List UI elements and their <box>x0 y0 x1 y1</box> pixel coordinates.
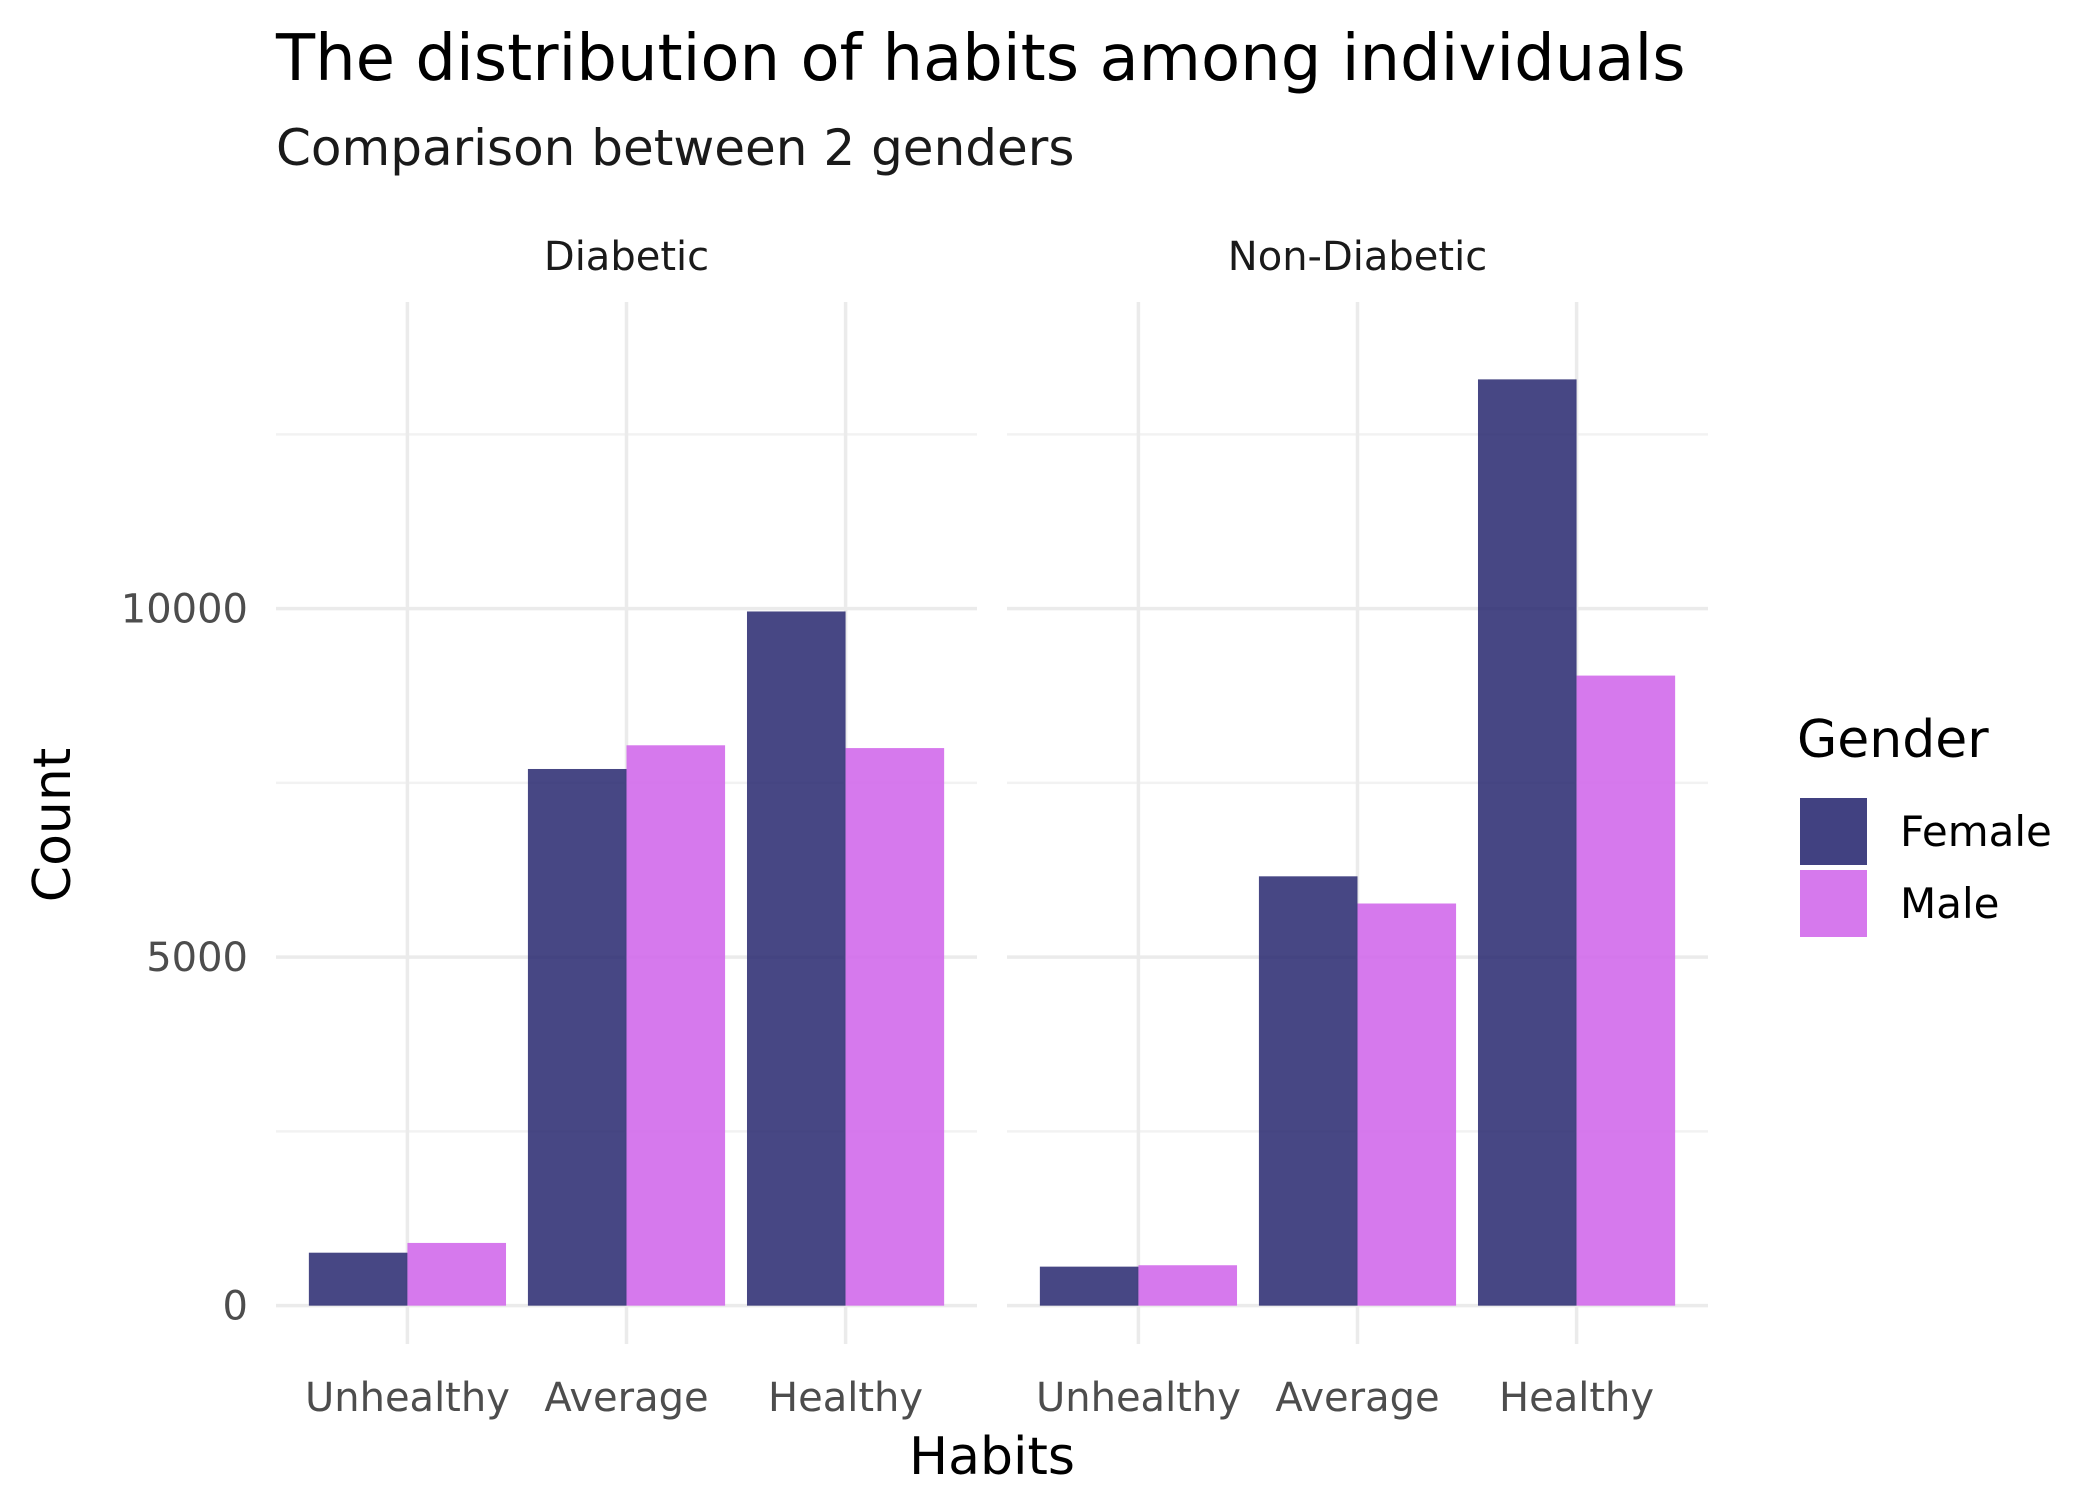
bar-non-diabetic-healthy-male <box>1576 675 1676 1306</box>
x-axis-title: Habits <box>909 1427 1075 1487</box>
bar-diabetic-healthy-male <box>845 748 945 1306</box>
facet-panels: Unhealthy Average HealthyDiabeticUnhealthy… <box>276 234 1708 1421</box>
legend-label-female: Female <box>1900 807 2052 856</box>
bar-diabetic-unhealthy-male <box>407 1242 507 1306</box>
bar-non-diabetic-healthy-female <box>1477 379 1577 1306</box>
chart-subtitle: Comparison between 2 genders <box>276 119 1074 177</box>
y-axis-ticks: 0 5000 10000 <box>121 587 248 1330</box>
y-axis-title: Count <box>23 748 83 902</box>
facet-panel-diabetic: Unhealthy Average Healthy Diabetic <box>276 234 977 1421</box>
bar-diabetic-average-female <box>527 768 627 1306</box>
legend-label-male: Male <box>1900 879 1999 928</box>
facet-strip-label: Diabetic <box>544 234 709 280</box>
bar-non-diabetic-unhealthy-female <box>1039 1266 1139 1306</box>
x-tick-label: Average <box>544 1375 708 1421</box>
chart-title: The distribution of habits among individ… <box>275 22 1686 96</box>
y-tick-label: 5000 <box>146 935 248 981</box>
facet-strip-label: Non-Diabetic <box>1228 234 1487 280</box>
bar-diabetic-unhealthy-female <box>308 1252 408 1306</box>
bar-diabetic-healthy-female <box>746 611 846 1306</box>
y-tick-label: 10000 <box>121 587 248 633</box>
bar-diabetic-average-male <box>626 745 726 1306</box>
bar-non-diabetic-average-male <box>1357 903 1457 1306</box>
x-tick-label: Unhealthy <box>1036 1375 1241 1421</box>
legend: Gender Female Male <box>1797 710 2052 937</box>
legend-swatch-female <box>1800 798 1867 865</box>
x-tick-label: Unhealthy <box>305 1375 510 1421</box>
x-tick-label: Healthy <box>1499 1375 1654 1421</box>
x-tick-label: Healthy <box>768 1375 923 1421</box>
bar-non-diabetic-unhealthy-male <box>1138 1265 1238 1306</box>
legend-swatch-male <box>1800 870 1867 937</box>
bar-non-diabetic-average-female <box>1258 876 1358 1306</box>
legend-title: Gender <box>1797 710 1989 770</box>
x-tick-label: Average <box>1275 1375 1439 1421</box>
facet-panel-non-diabetic: Unhealthy Average Healthy Non-Diabetic <box>1007 234 1708 1421</box>
y-tick-label: 0 <box>223 1284 248 1330</box>
